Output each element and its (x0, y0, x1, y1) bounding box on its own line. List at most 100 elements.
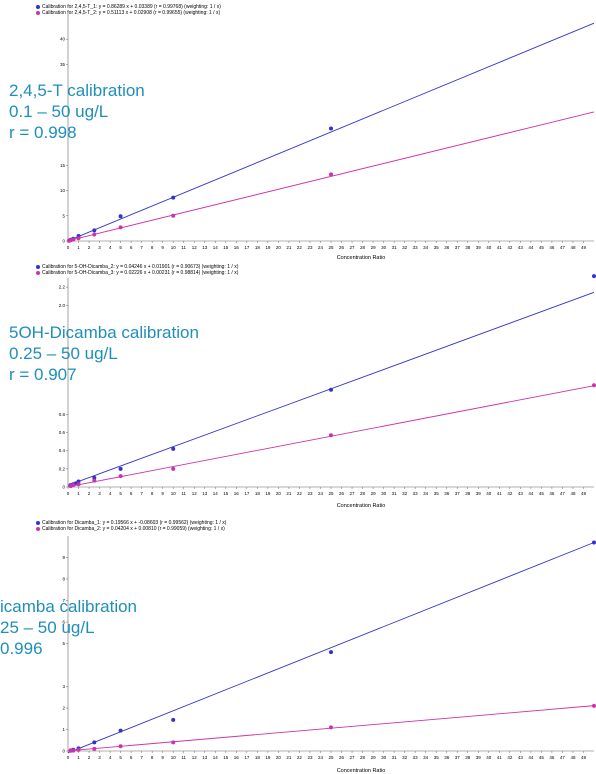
series-2-point (76, 236, 81, 241)
series-2-point (76, 747, 81, 752)
x-tick-label: 12 (192, 755, 198, 760)
series-1-fit-line (67, 542, 595, 754)
x-tick-label: 31 (392, 491, 398, 496)
chart-2-svg: 0 1 2 3 4 5 6 7 8 9 10 11 12 13 14 15 16 17 18 19 20 21 22 23 24… (59, 274, 596, 509)
series-2-point (92, 478, 97, 483)
series-1-point (118, 728, 123, 733)
x-tick-label: 4 (109, 755, 112, 760)
x-tick-label: 22 (297, 755, 303, 760)
x-tick-label: 26 (339, 755, 345, 760)
x-tick-label: 33 (413, 245, 419, 250)
x-tick-label: 4 (109, 491, 112, 496)
x-tick-label: 47 (560, 245, 566, 250)
series-2-point (592, 703, 596, 708)
x-tick-label: 28 (360, 755, 366, 760)
x-tick-label: 8 (151, 755, 154, 760)
x-axis-label: Concentration Ratio (337, 255, 386, 261)
x-tick-label: 8 (151, 491, 154, 496)
x-tick-label: 35 (434, 755, 440, 760)
x-tick-label: 21 (286, 245, 292, 250)
x-tick-label: 39 (476, 491, 482, 496)
x-tick-label: 37 (455, 245, 461, 250)
series-2-point (171, 740, 176, 745)
x-tick-label: 24 (318, 755, 324, 760)
x-tick-label: 38 (465, 245, 471, 250)
x-tick-label: 0 (67, 755, 70, 760)
x-tick-label: 30 (381, 491, 387, 496)
x-tick-label: 44 (528, 755, 534, 760)
x-tick-label: 13 (202, 491, 208, 496)
x-tick-label: 20 (276, 491, 282, 496)
x-tick-label: 17 (244, 755, 250, 760)
series-2-dot-icon (36, 11, 40, 15)
chart-3-svg: 0 1 2 3 4 5 6 7 8 9 10 11 12 13 14 15 16 17 18 19 20 21 22 23 24… (62, 536, 596, 774)
x-tick-label: 49 (581, 755, 587, 760)
x-tick-label: 41 (497, 245, 503, 250)
x-tick-label: 19 (265, 491, 271, 496)
x-tick-label: 3 (98, 491, 101, 496)
x-tick-label: 10 (171, 755, 177, 760)
x-tick-label: 40 (486, 245, 492, 250)
series-2-point (118, 744, 123, 749)
x-tick-label: 11 (181, 491, 186, 496)
x-tick-label: 24 (318, 491, 324, 496)
overlay-range: 0.1 – 50 ug/L (9, 102, 109, 121)
y-tick-label: 3 (62, 684, 65, 689)
x-tick-label: 30 (381, 755, 387, 760)
series-1-dot-icon (36, 521, 40, 525)
y-tick-label: 1 (62, 727, 65, 732)
x-tick-label: 2 (88, 755, 91, 760)
x-tick-label: 41 (497, 755, 503, 760)
x-tick-label: 19 (265, 755, 271, 760)
series-2-dot-icon (36, 271, 40, 275)
x-tick-label: 4 (109, 245, 112, 250)
series-2-point (76, 482, 81, 487)
legend-row: Calibration for 5-OH-Dicamba_2: y = 0.04… (36, 264, 238, 270)
series-2-point (329, 172, 333, 177)
x-tick-label: 48 (570, 755, 576, 760)
x-tick-label: 39 (476, 755, 482, 760)
series-2-point (592, 383, 596, 388)
x-tick-label: 19 (265, 245, 271, 250)
x-tick-label: 1 (77, 491, 80, 496)
legend-row: Calibration for Dicamba_1: y = 0.19566 x… (36, 520, 226, 526)
overlay-range: 25 – 50 ug/L (0, 618, 95, 637)
x-tick-label: 24 (318, 245, 324, 250)
x-tick-label: 37 (455, 491, 461, 496)
x-tick-label: 36 (444, 245, 450, 250)
x-tick-label: 5 (119, 491, 122, 496)
x-tick-label: 22 (297, 491, 303, 496)
x-tick-label: 29 (371, 755, 377, 760)
x-tick-label: 28 (360, 245, 366, 250)
x-tick-label: 10 (171, 491, 177, 496)
series-1-point (329, 126, 333, 131)
x-tick-label: 48 (570, 245, 576, 250)
x-tick-label: 25 (328, 245, 334, 250)
x-tick-label: 46 (549, 491, 555, 496)
x-tick-label: 15 (223, 755, 229, 760)
series-2-point (71, 237, 76, 242)
x-tick-label: 29 (371, 491, 377, 496)
overlay-annotation: 5OH-Dicamba calibration 0.25 – 50 ug/L r… (9, 322, 199, 385)
x-tick-label: 22 (297, 245, 303, 250)
series-1-point (592, 274, 596, 279)
x-tick-label: 42 (507, 755, 513, 760)
x-tick-label: 6 (130, 245, 133, 250)
x-tick-label: 40 (486, 491, 492, 496)
calibration-panel-3: 0 1 2 3 4 5 6 7 8 9 10 11 12 13 14 15 16 17 18 19 20 21 22 23 24… (0, 516, 596, 774)
x-tick-label: 26 (339, 245, 345, 250)
overlay-title: icamba calibration (0, 597, 138, 616)
x-tick-label: 43 (518, 755, 524, 760)
x-tick-label: 33 (413, 491, 419, 496)
x-tick-label: 13 (202, 245, 208, 250)
x-tick-label: 17 (244, 245, 250, 250)
x-tick-label: 34 (423, 755, 429, 760)
legend-label: Calibration for 5-OH-Dicamba_2: y = 0.04… (42, 264, 239, 270)
x-tick-label: 43 (518, 245, 524, 250)
x-tick-label: 45 (539, 491, 545, 496)
x-tick-label: 15 (223, 245, 229, 250)
x-tick-label: 9 (161, 755, 164, 760)
y-tick-label: 5 (62, 213, 65, 218)
x-tick-label: 33 (413, 755, 419, 760)
x-tick-label: 38 (465, 755, 471, 760)
